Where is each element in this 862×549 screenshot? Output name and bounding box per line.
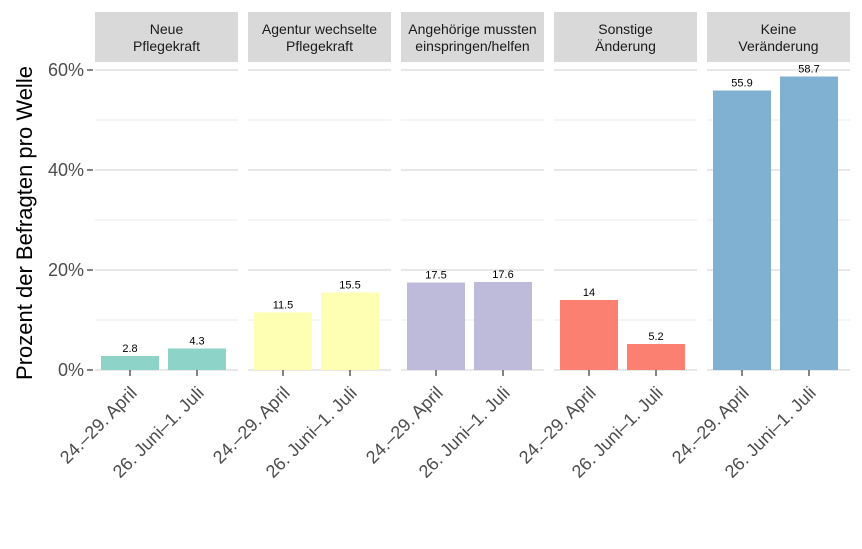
bar	[474, 282, 532, 370]
facet-title: Sonstige Änderung	[595, 21, 656, 54]
bar	[321, 292, 379, 370]
bar-value-label: 2.8	[122, 343, 137, 355]
bar-value-label: 4.3	[189, 336, 204, 348]
bar-value-label: 15.5	[339, 280, 360, 292]
bar	[713, 90, 771, 370]
bar-value-label: 5.2	[648, 331, 663, 343]
bar	[101, 356, 159, 370]
facet-strip	[554, 12, 697, 62]
y-tick-label: 60%	[48, 60, 84, 80]
y-axis-label: Prozent der Befragten pro Welle	[12, 66, 37, 380]
bar-value-label: 14	[583, 287, 595, 299]
facet-title: Angehörige mussten einspringen/helfen	[408, 21, 536, 54]
facet-title: Keine Veränderung	[738, 21, 818, 54]
facet-strip	[95, 12, 238, 62]
facet-strip	[707, 12, 850, 62]
bar	[560, 300, 618, 370]
bar-value-label: 17.5	[425, 270, 446, 282]
bar	[627, 344, 685, 370]
y-tick-label: 20%	[48, 260, 84, 280]
facet-title: Neue Pflegekraft	[133, 21, 200, 54]
bar-value-label: 58.7	[798, 64, 819, 76]
facet-strip	[401, 12, 544, 62]
bars	[101, 76, 838, 370]
facet-strip	[248, 12, 391, 62]
bar	[254, 312, 312, 370]
bar-value-label: 55.9	[731, 78, 752, 90]
bar-value-label: 11.5	[273, 300, 294, 312]
bar	[407, 282, 465, 370]
y-axis: 0% 20% 40% 60%	[48, 60, 93, 380]
facet-title: Agentur wechselte Pflegekraft	[262, 21, 377, 54]
facet-strips: Neue Pflegekraft Agentur wechselte Pflegekr…	[95, 12, 850, 62]
bar	[168, 348, 226, 370]
y-tick-label: 40%	[48, 160, 84, 180]
bar-value-label: 17.6	[492, 269, 513, 281]
bar	[780, 76, 838, 370]
y-tick-label: 0%	[58, 360, 84, 380]
bar-value-labels: 2.8 4.3 11.5 15.5 17.5 17.6 14 5.2 55.9 58.7	[122, 64, 819, 356]
